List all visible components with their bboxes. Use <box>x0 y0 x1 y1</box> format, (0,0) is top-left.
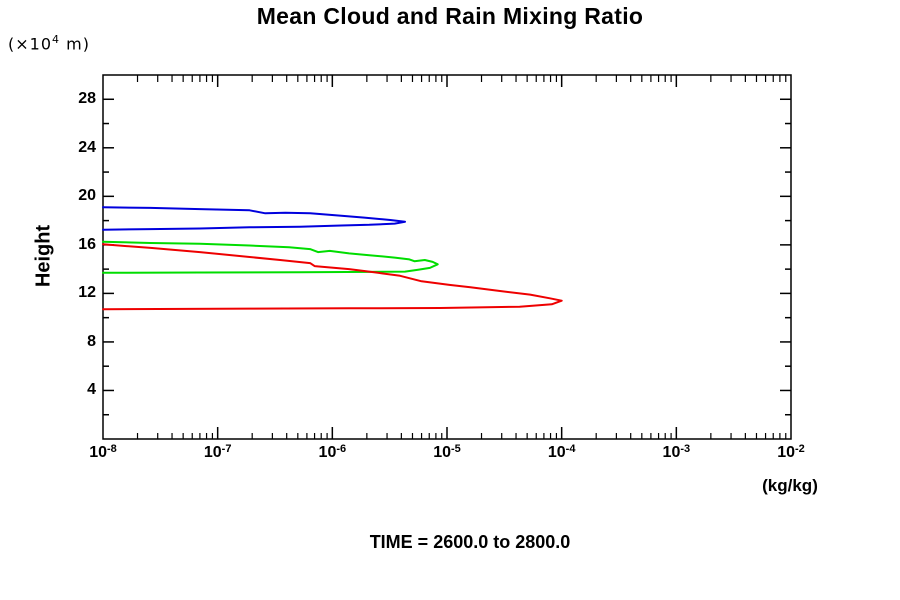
y-tick-label: 4 <box>87 381 96 399</box>
x-tick-label: 10-7 <box>204 444 232 461</box>
x-tick-base: 10 <box>203 444 222 461</box>
x-tick-exponent: -2 <box>795 443 805 455</box>
x-tick-base: 10 <box>662 444 681 461</box>
y-tick-label: 12 <box>78 284 96 302</box>
x-tick-exponent: -7 <box>221 443 232 455</box>
curve-blue <box>102 206 406 231</box>
curve-red <box>102 243 563 311</box>
y-axis-unit-label: (×104 m) <box>8 33 90 53</box>
x-tick-label: 10-2 <box>777 444 805 461</box>
x-axis-unit-label: (kg/kg) <box>762 476 818 495</box>
x-tick-base: 10 <box>547 444 566 461</box>
x-tick-base: 10 <box>318 444 337 461</box>
y-tick-label: 16 <box>78 235 96 253</box>
y-unit-exponent: 4 <box>52 33 61 46</box>
y-tick-label: 24 <box>78 138 96 156</box>
x-tick-label: 10-3 <box>663 444 691 461</box>
x-tick-base: 10 <box>777 444 796 461</box>
x-tick-exponent: -6 <box>336 443 347 455</box>
chart-title: Mean Cloud and Rain Mixing Ratio <box>256 3 644 29</box>
y-tick-label: 8 <box>87 332 96 350</box>
x-tick-base: 10 <box>89 444 108 461</box>
x-tick-exponent: -5 <box>451 443 461 455</box>
x-tick-exponent: -3 <box>680 443 691 455</box>
x-tick-label: 10-5 <box>433 444 461 461</box>
x-tick-label: 10-6 <box>319 444 347 461</box>
x-tick-label: 10-4 <box>548 444 576 461</box>
x-tick-exponent: -8 <box>107 443 117 455</box>
y-unit-suffix: m) <box>60 34 90 54</box>
y-tick-label: 20 <box>78 187 96 205</box>
x-tick-label: 10-8 <box>89 444 117 461</box>
time-annotation: TIME = 2600.0 to 2800.0 <box>369 532 571 552</box>
y-tick-label: 28 <box>78 90 96 108</box>
y-unit-prefix: (×10 <box>8 34 53 54</box>
x-tick-exponent: -4 <box>565 443 576 455</box>
plot-frame <box>102 74 792 440</box>
curve-green <box>102 240 439 274</box>
x-tick-base: 10 <box>433 444 452 461</box>
